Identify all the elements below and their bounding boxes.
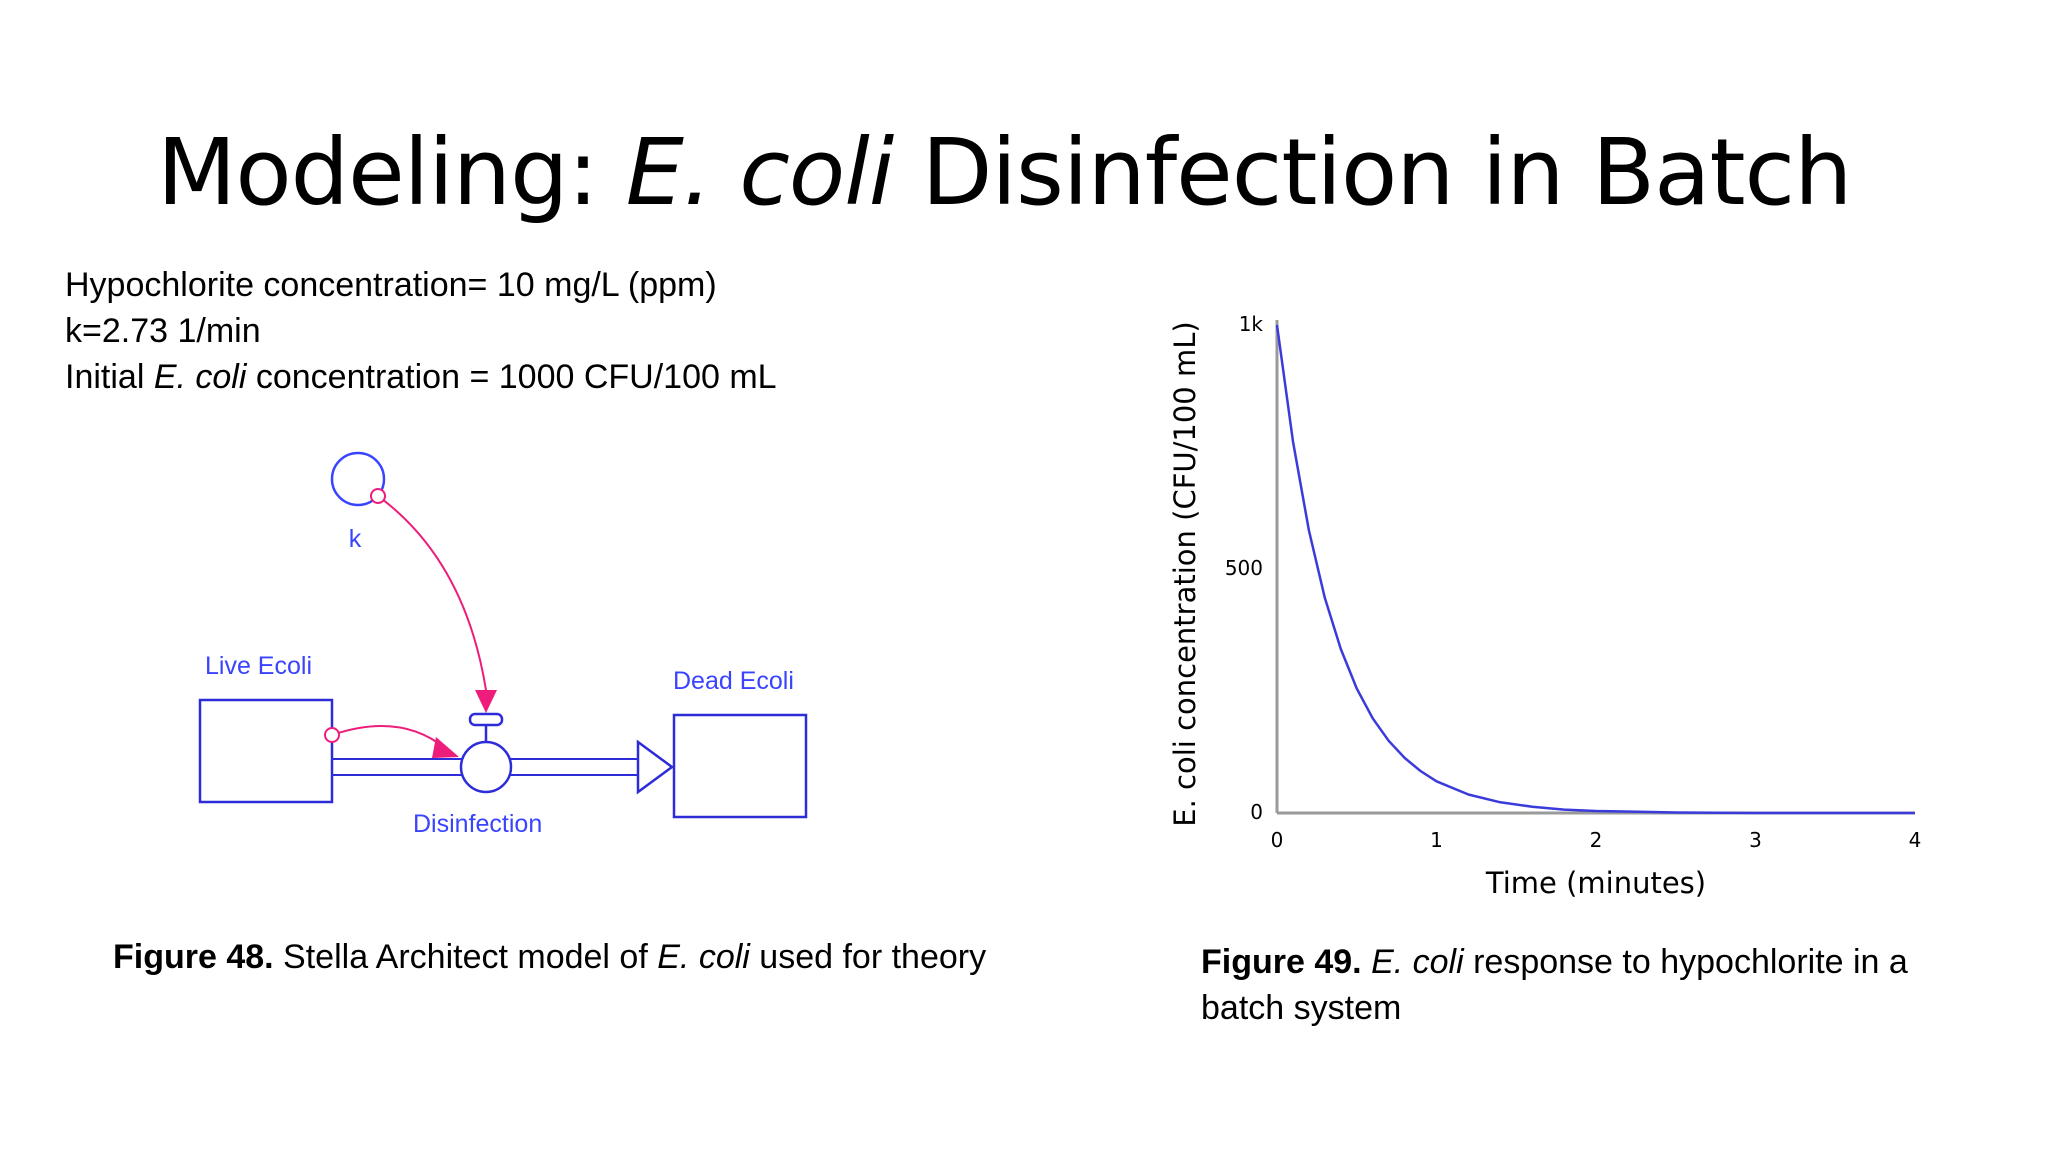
param-initial-prefix: Initial	[65, 358, 154, 396]
param-k: k=2.73 1/min	[65, 312, 261, 350]
converter-k-circle	[330, 451, 386, 507]
stella-model-diagram: k Live Ecoli Disinfection Dead Ecoli	[198, 451, 808, 838]
stock-dead-ecoli	[672, 713, 808, 819]
title-suffix: Disinfection in Batch	[893, 119, 1853, 226]
x-tick-label: 2	[1590, 828, 1603, 852]
figure49-number: Figure 49.	[1201, 943, 1362, 981]
figure49-suffix: response to hypochlorite in a batch syst…	[1201, 943, 1908, 1027]
connector-k-arrowhead	[475, 690, 497, 713]
connector-stock-origin	[324, 727, 340, 743]
param-initial-concentration: Initial E. coli concentration = 1000 CFU…	[65, 354, 777, 400]
x-tick-label: 1	[1430, 828, 1443, 852]
slide-title: Modeling: E. coli Disinfection in Batch	[157, 118, 1853, 228]
figure49-italic: E. coli	[1371, 943, 1464, 981]
figure48-caption: Figure 48. Stella Architect model of E. …	[113, 934, 986, 980]
figure48-italic: E. coli	[657, 938, 750, 976]
title-italic: E. coli	[625, 119, 895, 226]
connector-k-to-flow	[377, 495, 487, 691]
x-tick-label: 0	[1271, 828, 1284, 852]
x-axis-label: Time (minutes)	[1485, 866, 1706, 900]
figure49-space	[1362, 943, 1371, 981]
connector-stock-arrowhead	[432, 737, 459, 758]
figure48-text: Stella Architect model of	[273, 938, 658, 976]
figure48-number: Figure 48.	[113, 938, 274, 976]
connector-k-origin	[370, 488, 386, 504]
param-initial-italic: E. coli	[153, 358, 247, 396]
stock-dead-label: Dead Ecoli	[673, 667, 794, 695]
param-initial-suffix: concentration = 1000 CFU/100 mL	[246, 358, 777, 396]
y-tick-label: 0	[1250, 800, 1263, 824]
flow-arrowhead	[636, 739, 675, 795]
stock-live-label: Live Ecoli	[205, 652, 312, 680]
flow-disinfection-label: Disinfection	[413, 810, 542, 838]
x-tick-label: 3	[1749, 828, 1762, 852]
valve-handle	[468, 712, 504, 727]
figure49-caption: Figure 49. E. coli response to hypochlor…	[1201, 939, 1961, 1031]
series-line	[1275, 324, 1915, 815]
y-tick-label: 500	[1225, 556, 1263, 580]
stock-live-ecoli	[198, 698, 334, 804]
model-parameters: Hypochlorite concentration= 10 mg/L (ppm…	[65, 262, 777, 400]
y-tick-label: 1k	[1239, 312, 1264, 336]
x-tick-label: 4	[1909, 828, 1922, 852]
figure48-suffix: used for theory	[749, 938, 987, 976]
ecoli-response-chart: 0 1 2 3 4 0 500 1k Time (minutes) E. coli concent…	[1168, 312, 1922, 900]
converter-k-label: k	[349, 525, 362, 553]
flow-valve	[459, 740, 513, 794]
y-axis-label: E. coli concentration (CFU/100 mL)	[1168, 321, 1202, 826]
title-prefix: Modeling:	[157, 119, 626, 226]
connector-stock-to-flow	[331, 725, 446, 749]
param-hypochlorite: Hypochlorite concentration= 10 mg/L (ppm…	[65, 266, 717, 304]
